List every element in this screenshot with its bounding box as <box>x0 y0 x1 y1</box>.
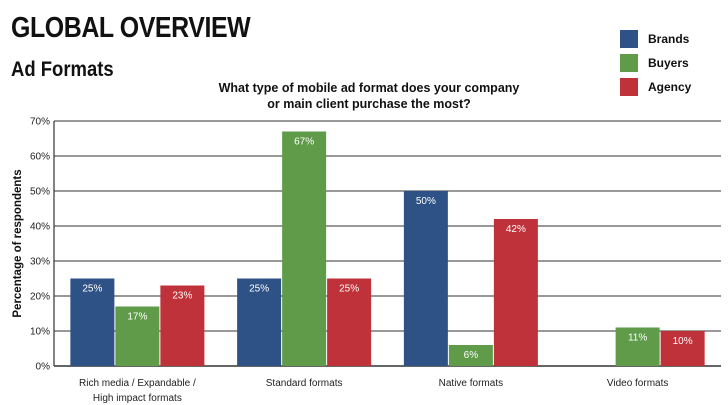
x-category-label: High impact formats <box>93 393 182 404</box>
bar-brands-2 <box>403 191 448 366</box>
bar-agency-3 <box>660 331 705 366</box>
bar-buyers-3 <box>615 327 660 366</box>
bar-buyers-0 <box>115 306 160 366</box>
y-tick-label: 0% <box>36 362 51 373</box>
legend-swatch-brands <box>620 30 638 48</box>
page-title: GLOBAL OVERVIEW <box>11 12 251 44</box>
legend-swatch-agency <box>620 78 638 96</box>
data-label-brands-1: 25% <box>249 284 269 295</box>
bar-agency-1 <box>327 278 372 366</box>
y-axis-label: Percentage of respondents <box>12 169 24 317</box>
data-label-agency-2: 42% <box>506 224 526 235</box>
page-subtitle: Ad Formats <box>11 58 114 81</box>
y-tick-label: 40% <box>30 222 50 233</box>
data-label-buyers-0: 17% <box>127 312 147 323</box>
bar-buyers-1 <box>282 131 327 366</box>
y-tick-label: 20% <box>30 292 50 303</box>
x-category-label: Rich media / Expandable / <box>79 378 196 389</box>
bar-brands-1 <box>237 278 282 366</box>
chart-title: What type of mobile ad format does your … <box>200 80 538 112</box>
data-label-brands-2: 50% <box>416 196 436 207</box>
bar-agency-2 <box>493 219 538 366</box>
legend-swatch-buyers <box>620 54 638 72</box>
data-label-buyers-1: 67% <box>294 137 314 148</box>
chart-title-line-2: or main client purchase the most? <box>267 97 471 111</box>
bar-brands-0 <box>70 278 115 366</box>
x-category-label: Standard formats <box>266 378 343 389</box>
y-tick-label: 10% <box>30 327 50 338</box>
data-label-buyers-2: 6% <box>464 350 479 361</box>
data-label-agency-3: 10% <box>673 336 693 347</box>
x-category-label: Native formats <box>439 378 503 389</box>
y-tick-label: 70% <box>30 117 50 128</box>
data-label-agency-1: 25% <box>339 284 359 295</box>
data-label-agency-0: 23% <box>172 291 192 302</box>
legend-label-brands: Brands <box>648 32 690 46</box>
data-label-buyers-3: 11% <box>628 333 647 344</box>
legend-label-agency: Agency <box>648 80 692 94</box>
y-tick-label: 30% <box>30 257 50 268</box>
y-tick-label: 60% <box>30 152 50 163</box>
bar-agency-0 <box>160 285 205 366</box>
bar-buyers-2 <box>448 345 493 366</box>
data-label-brands-0: 25% <box>82 284 102 295</box>
y-tick-label: 50% <box>30 187 50 198</box>
legend-label-buyers: Buyers <box>648 56 689 70</box>
x-category-label: Video formats <box>607 378 669 389</box>
chart-title-line-1: What type of mobile ad format does your … <box>218 81 520 95</box>
